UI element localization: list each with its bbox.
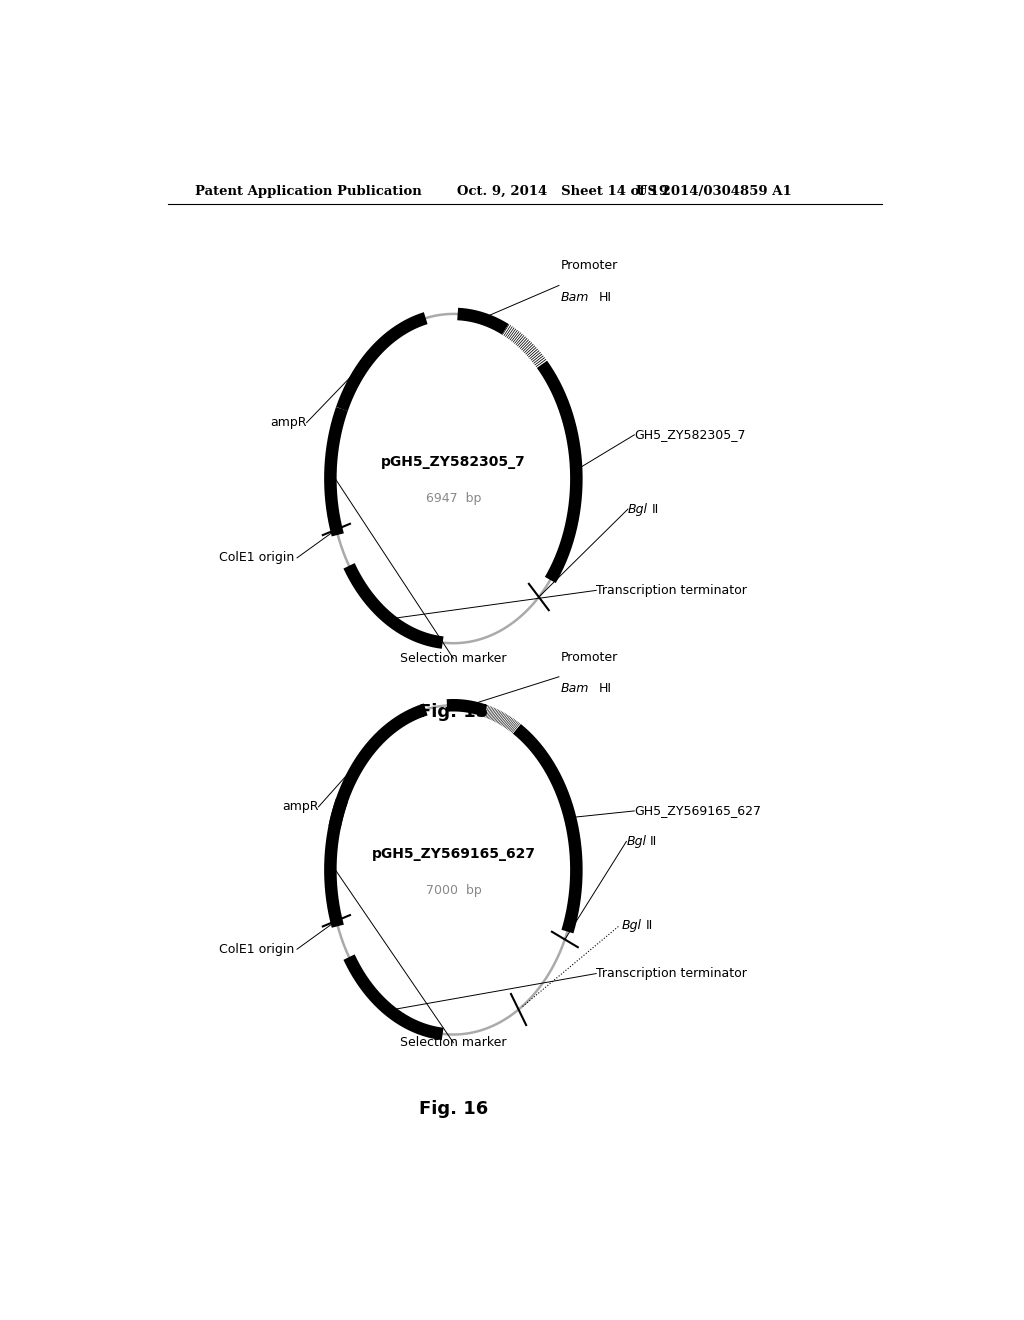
- Text: Bgl: Bgl: [622, 919, 642, 932]
- Text: GH5_ZY582305_7: GH5_ZY582305_7: [634, 429, 745, 441]
- Text: US 2014/0304859 A1: US 2014/0304859 A1: [636, 185, 792, 198]
- Text: Promoter: Promoter: [560, 259, 617, 272]
- Text: Patent Application Publication: Patent Application Publication: [196, 185, 422, 198]
- Text: Bgl: Bgl: [628, 503, 648, 516]
- Text: HI: HI: [599, 682, 611, 694]
- Text: Fig. 16: Fig. 16: [419, 1100, 488, 1118]
- Text: Selection marker: Selection marker: [400, 1036, 507, 1049]
- Text: ampR: ampR: [270, 416, 306, 429]
- Text: pGH5_ZY582305_7: pGH5_ZY582305_7: [381, 455, 525, 470]
- Text: Bam: Bam: [560, 682, 589, 694]
- Text: 7000  bp: 7000 bp: [426, 883, 481, 896]
- Text: Transcription terminator: Transcription terminator: [596, 968, 748, 979]
- Text: II: II: [645, 919, 652, 932]
- Text: Fig. 15: Fig. 15: [419, 704, 488, 721]
- Text: HI: HI: [599, 290, 611, 304]
- Text: Selection marker: Selection marker: [400, 652, 507, 665]
- Text: ColE1 origin: ColE1 origin: [219, 552, 295, 565]
- Text: Transcription terminator: Transcription terminator: [596, 583, 748, 597]
- Text: GH5_ZY569165_627: GH5_ZY569165_627: [634, 804, 761, 817]
- Text: Bgl: Bgl: [627, 836, 646, 847]
- Text: ampR: ampR: [282, 800, 318, 813]
- Text: Promoter: Promoter: [560, 651, 617, 664]
- Text: 6947  bp: 6947 bp: [426, 492, 481, 506]
- Text: Oct. 9, 2014   Sheet 14 of 19: Oct. 9, 2014 Sheet 14 of 19: [458, 185, 669, 198]
- Text: Bam: Bam: [560, 290, 589, 304]
- Text: II: II: [650, 836, 657, 847]
- Text: ColE1 origin: ColE1 origin: [219, 942, 295, 956]
- Text: pGH5_ZY569165_627: pGH5_ZY569165_627: [372, 846, 536, 861]
- Text: II: II: [652, 503, 659, 516]
